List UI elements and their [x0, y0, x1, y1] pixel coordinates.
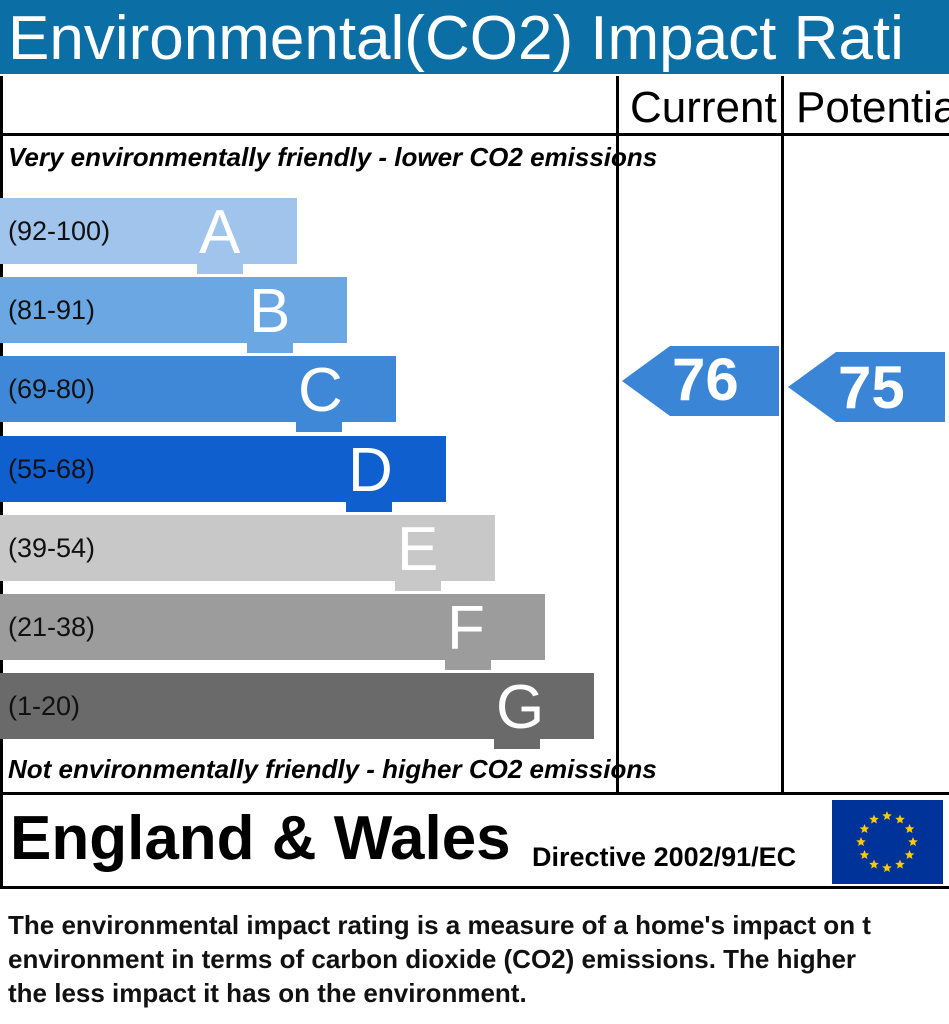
eu-star	[859, 850, 870, 859]
eu-flag-icon	[832, 800, 943, 884]
potential-rating-value: 75	[838, 354, 905, 421]
band-letter-e: E	[397, 515, 439, 584]
current-rating-arrow: 76	[622, 346, 779, 416]
band-d: (55-68) D	[0, 436, 446, 512]
eu-star	[895, 814, 905, 824]
eu-star	[904, 824, 915, 833]
description: The environmental impact rating is a mea…	[8, 908, 949, 1010]
eu-star	[859, 824, 870, 833]
region-label: England & Wales	[10, 804, 511, 873]
band-notch-d	[346, 502, 392, 512]
band-letter-f: F	[447, 594, 485, 663]
band-f: (21-38) F	[0, 594, 545, 670]
band-e: (39-54) E	[0, 515, 495, 591]
description-line-2: environment in terms of carbon dioxide (…	[8, 944, 857, 974]
band-g: (1-20) G	[0, 673, 594, 749]
band-a: (92-100) A	[0, 198, 297, 274]
band-notch-a	[197, 264, 243, 274]
band-range-b: (81-91)	[8, 295, 96, 325]
eu-stars	[856, 811, 918, 872]
band-notch-e	[395, 581, 441, 591]
caption-bottom: Not environmentally friendly - higher CO…	[8, 754, 657, 784]
footer-divider	[0, 792, 949, 795]
band-range-a: (92-100)	[8, 216, 111, 246]
band-range-e: (39-54)	[8, 533, 96, 563]
potential-rating-arrow: 75	[788, 352, 945, 422]
band-notch-b	[247, 343, 293, 353]
eu-star	[882, 811, 892, 820]
band-range-f: (21-38)	[8, 612, 96, 642]
band-notch-g	[494, 739, 540, 749]
band-letter-a: A	[199, 198, 241, 267]
eu-star	[869, 859, 879, 869]
title-bar: Environmental(CO2) Impact Rati	[0, 0, 949, 74]
band-range-g: (1-20)	[8, 691, 81, 721]
frame-border-bottom	[0, 886, 949, 889]
band-letter-b: B	[249, 277, 291, 346]
band-letter-c: C	[298, 356, 343, 425]
eu-star	[904, 850, 915, 859]
column-divider-potential	[781, 76, 784, 794]
description-line-3: the less impact it has on the environmen…	[8, 978, 527, 1008]
band-letter-d: D	[348, 436, 393, 505]
band-c: (69-80) C	[0, 356, 396, 432]
eu-star	[895, 859, 905, 869]
band-letter-g: G	[496, 673, 545, 742]
page-title: Environmental(CO2) Impact Rati	[8, 4, 904, 73]
header-divider	[0, 133, 949, 136]
current-rating-value: 76	[672, 346, 739, 413]
potential-arrow-shape	[788, 352, 945, 422]
eu-star	[856, 837, 866, 846]
eu-star	[869, 814, 879, 824]
band-notch-f	[445, 660, 491, 670]
band-range-d: (55-68)	[8, 454, 96, 484]
description-line-1: The environmental impact rating is a mea…	[8, 910, 871, 940]
band-b: (81-91) B	[0, 277, 347, 353]
band-notch-c	[296, 422, 342, 432]
column-header-potential: Potentia	[796, 86, 949, 130]
caption-top: Very environmentally friendly - lower CO…	[8, 142, 658, 172]
current-arrow-shape	[622, 346, 779, 416]
eu-star	[882, 863, 892, 872]
band-range-c: (69-80)	[8, 374, 96, 404]
directive-label: Directive 2002/91/EC	[532, 842, 797, 872]
column-header-current: Current	[630, 86, 777, 130]
eu-star	[908, 837, 918, 846]
column-divider-current	[616, 76, 619, 794]
